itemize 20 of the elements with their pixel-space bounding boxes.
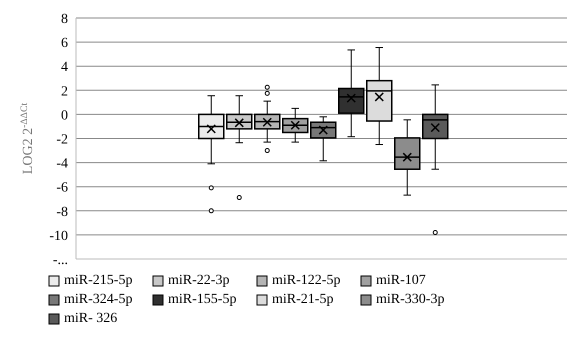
legend-label: miR- 326: [64, 311, 118, 327]
y-tick-label: -6: [56, 180, 68, 196]
legend-label: miR-215-5p: [64, 273, 132, 289]
legend-label: miR-324-5p: [64, 292, 132, 308]
y-tick-label: -8: [56, 204, 68, 220]
legend-label: miR-122-5p: [272, 273, 340, 289]
y-tick-label: 2: [61, 84, 68, 100]
y-tick-label: -10: [49, 228, 68, 244]
y-tick-label: -2: [56, 132, 68, 148]
legend-label: miR-22-3p: [168, 273, 230, 289]
y-tick-label: -...: [52, 252, 68, 268]
legend-label: miR-107: [376, 273, 426, 289]
legend-label: miR-155-5p: [168, 292, 236, 308]
y-tick-label: 4: [61, 60, 68, 76]
legend-label: miR-330-3p: [376, 292, 444, 308]
y-tick-label: 6: [61, 36, 68, 52]
y-tick-label: 0: [61, 108, 68, 124]
legend-label: miR-21-5p: [272, 292, 334, 308]
y-tick-label: -4: [56, 156, 68, 172]
y-tick-label: 8: [61, 12, 68, 27]
